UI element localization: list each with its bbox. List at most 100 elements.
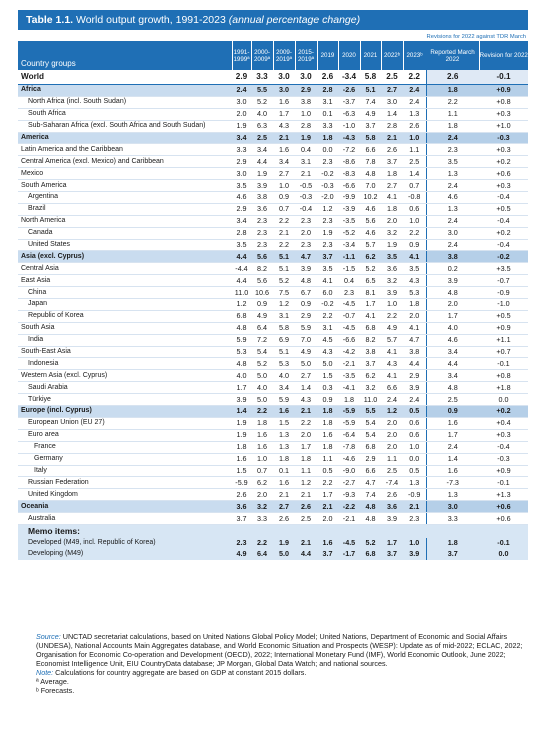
value-cell: 3.3 — [232, 143, 251, 157]
value-cell: +0.5 — [479, 203, 528, 216]
value-cell: 5.4 — [360, 417, 381, 430]
value-cell: -3.9 — [338, 203, 360, 216]
value-cell: 0.0 — [317, 143, 338, 157]
table-row: European Union (EU 27) 1.9 1.8 1.5 2.2 1.8 -5.… — [18, 417, 528, 430]
world-output-table: Country groups 1991-1999ª 2000-2009ª 200… — [18, 41, 528, 560]
value-cell: 0.0 — [479, 393, 528, 407]
value-cell: +0.2 — [479, 405, 528, 418]
header-2020: 2020 — [337, 41, 360, 70]
country-name: Western Asia (excl. Cyprus) — [18, 369, 232, 383]
value-cell: 5.9 — [295, 322, 317, 335]
value-cell: 3.4 — [251, 143, 273, 157]
value-cell: 4.8 — [295, 274, 317, 288]
header-row: Country groups 1991-1999ª 2000-2009ª 200… — [18, 41, 528, 70]
value-cell: 5.1 — [360, 84, 381, 97]
country-name: Central America (excl. Mexico) and Carib… — [18, 155, 232, 169]
value-cell: 3.8 — [295, 96, 317, 109]
value-cell: 2.3 — [317, 239, 338, 252]
country-name: Indonesia — [18, 357, 232, 371]
value-cell: +0.9 — [479, 322, 528, 335]
value-cell: -4.5 — [338, 537, 360, 549]
value-cell: 2.4 — [426, 215, 479, 228]
table-row: Western Asia (excl. Cyprus) 4.0 5.0 4.0 2.7 1… — [18, 369, 528, 383]
value-cell: +0.6 — [479, 167, 528, 181]
value-cell: 5.1 — [273, 250, 295, 264]
value-cell: -0.2 — [479, 250, 528, 264]
value-cell: -6.4 — [338, 429, 360, 442]
country-name: Latin America and the Caribbean — [18, 143, 232, 157]
value-cell: 2.5 — [381, 465, 403, 478]
value-cell: 3.3 — [251, 70, 273, 85]
value-cell: 1.7 — [232, 381, 251, 395]
value-cell: 2.9 — [232, 203, 251, 216]
value-cell: 2.6 — [232, 488, 251, 502]
value-cell: 2.0 — [403, 310, 427, 323]
table-row: Mexico 3.0 1.9 2.7 2.1 -0.2 -8.3 4.8 1.8 1.4 1.3 +0… — [18, 167, 528, 181]
value-cell: -1.7 — [338, 548, 360, 560]
table-row: Central Asia -4.4 8.2 5.1 3.9 3.5 -1.5 5.2 3.6 3.… — [18, 262, 528, 276]
value-cell: 2.2 — [381, 310, 403, 323]
value-cell: -0.7 — [479, 274, 528, 288]
value-cell: 2.6 — [381, 488, 403, 502]
value-cell: 3.9 — [295, 262, 317, 276]
value-cell: 2.6 — [295, 500, 317, 514]
country-name: Asia (excl. Cyprus) — [18, 250, 232, 264]
source-paragraph: Source: UNCTAD secretariat calculations,… — [36, 632, 526, 668]
value-cell: 2.1 — [273, 227, 295, 240]
value-cell: 1.6 — [273, 405, 295, 418]
value-cell: 4.6 — [232, 191, 251, 204]
value-cell: 5.0 — [317, 357, 338, 371]
value-cell: -0.7 — [338, 310, 360, 323]
value-cell: 3.4 — [273, 155, 295, 169]
value-cell: -2.0 — [317, 191, 338, 204]
value-cell: 5.9 — [273, 393, 295, 407]
country-name: South Africa — [18, 108, 232, 121]
header-2015-2019: 2015-2019ª — [294, 41, 317, 70]
value-cell: 2.9 — [360, 453, 381, 466]
value-cell: 4.9 — [381, 322, 403, 335]
value-cell: 5.0 — [273, 548, 295, 560]
table-title: Table 1.1. World output growth, 1991-202… — [18, 10, 528, 30]
value-cell: 1.4 — [403, 167, 427, 181]
value-cell: 1.3 — [403, 108, 427, 121]
country-name: Russian Federation — [18, 476, 232, 490]
value-cell: 3.7 — [360, 120, 381, 133]
value-cell: 4.4 — [403, 357, 427, 371]
value-cell: 2.1 — [317, 500, 338, 514]
value-cell: -8.3 — [338, 167, 360, 181]
value-cell: 2.0 — [381, 441, 403, 454]
value-cell: 6.6 — [360, 465, 381, 478]
value-cell: 2.3 — [251, 227, 273, 240]
value-cell: 3.0 — [273, 70, 295, 85]
country-name: Africa — [18, 84, 232, 97]
value-cell: 7.5 — [273, 286, 295, 300]
value-cell: 5.0 — [251, 369, 273, 383]
value-cell: 1.8 — [403, 298, 427, 311]
value-cell: -0.3 — [295, 191, 317, 204]
value-cell: 4.4 — [251, 155, 273, 169]
value-cell: 2.4 — [403, 393, 427, 407]
value-cell: 4.7 — [360, 476, 381, 490]
value-cell: 5.9 — [232, 334, 251, 347]
value-cell: 2.6 — [403, 120, 427, 133]
country-name: China — [18, 286, 232, 300]
footnote-b: ᵇ Forecasts. — [36, 686, 75, 695]
value-cell: 2.6 — [317, 70, 338, 85]
value-cell: 1.4 — [426, 453, 479, 466]
value-cell: -2.2 — [338, 500, 360, 514]
table-row: India 5.9 7.2 6.9 7.0 4.5 -6.6 8.2 5.7 4.7 4.6 +1.1 — [18, 334, 528, 347]
value-cell: 2.9 — [295, 310, 317, 323]
country-name: Republic of Korea — [18, 310, 232, 323]
value-cell: 4.0 — [232, 369, 251, 383]
value-cell: 2.3 — [251, 239, 273, 252]
value-cell: -5.2 — [338, 227, 360, 240]
value-cell: -0.4 — [479, 239, 528, 252]
value-cell: 5.1 — [273, 262, 295, 276]
value-cell: 7.0 — [295, 334, 317, 347]
value-cell: 1.6 — [273, 96, 295, 109]
value-cell: 0.4 — [295, 143, 317, 157]
value-cell: 1.9 — [295, 132, 317, 145]
value-cell: 2.3 — [295, 215, 317, 228]
table-row: China 11.0 10.6 7.5 6.7 6.0 2.3 8.1 3.9 5.3 4.8 -0.… — [18, 286, 528, 300]
value-cell: 3.7 — [317, 250, 338, 264]
